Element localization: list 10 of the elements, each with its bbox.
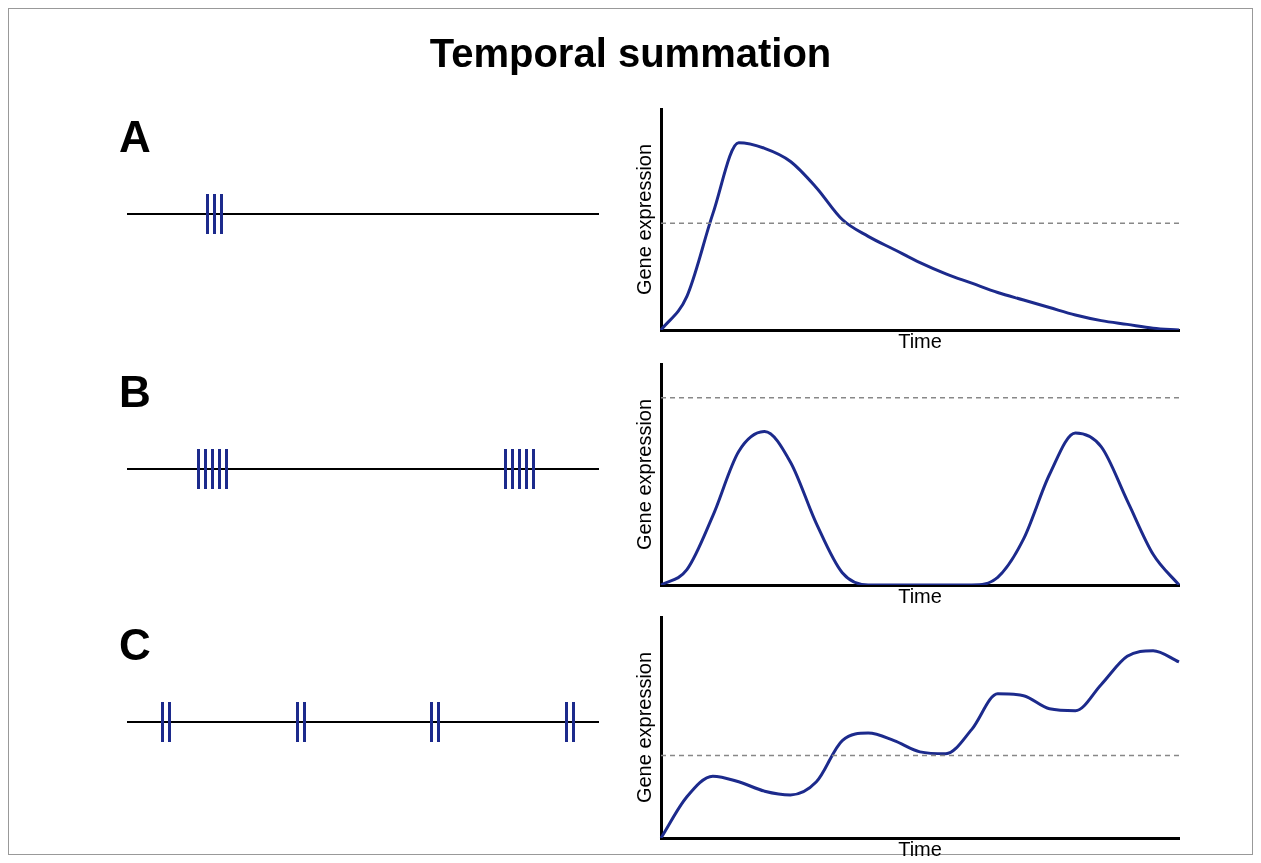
x-axis-title: Time bbox=[898, 584, 942, 607]
text: C bbox=[119, 620, 151, 670]
x-axis-title: Time bbox=[898, 329, 942, 352]
y-axis-title: Gene expression bbox=[632, 398, 655, 551]
x-axis-title: Time bbox=[898, 837, 942, 860]
text: A bbox=[119, 112, 151, 162]
text: B bbox=[119, 367, 151, 417]
chart-title: Temporal summation bbox=[428, 31, 833, 76]
y-axis-title: Gene expression bbox=[632, 143, 655, 296]
y-axis-title: Gene expression bbox=[632, 651, 655, 804]
